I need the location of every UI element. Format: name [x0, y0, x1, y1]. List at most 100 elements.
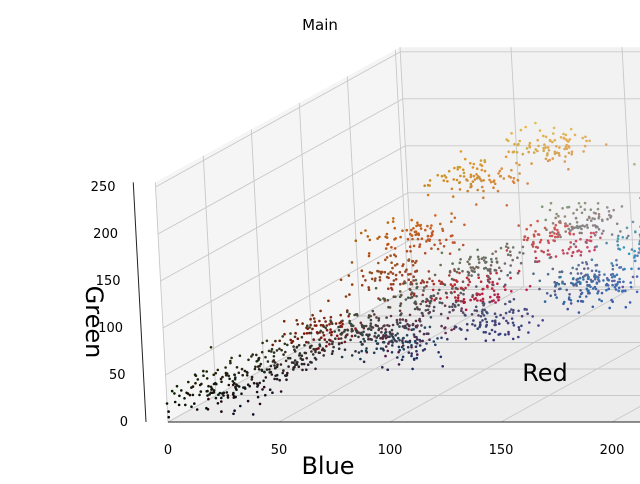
data-point [278, 340, 281, 343]
data-point [474, 324, 477, 327]
data-point [340, 279, 343, 282]
data-point [510, 308, 513, 311]
data-point [619, 230, 622, 233]
data-point [349, 339, 352, 342]
data-point [340, 337, 343, 340]
data-point [479, 321, 482, 324]
data-point [440, 337, 443, 340]
data-point [412, 324, 415, 327]
data-point [220, 400, 223, 403]
data-point [452, 178, 455, 181]
data-point [512, 338, 515, 341]
data-point [421, 237, 424, 240]
data-point [305, 352, 308, 355]
data-point [598, 274, 601, 277]
data-point [236, 366, 239, 369]
x-tick-label: 200 [600, 443, 625, 458]
data-point [434, 274, 437, 277]
data-point [518, 251, 521, 254]
data-point [457, 304, 460, 307]
data-point [396, 321, 399, 324]
data-point [325, 327, 328, 330]
data-point [429, 326, 432, 329]
data-point [448, 311, 451, 314]
data-point [493, 293, 496, 296]
data-point [207, 398, 210, 401]
data-point [543, 143, 546, 146]
data-point [329, 331, 332, 334]
data-point [382, 325, 385, 328]
y-tick-label: 50 [109, 368, 126, 383]
data-point [494, 319, 497, 322]
data-point [412, 328, 415, 331]
data-point [285, 360, 288, 363]
data-point [454, 325, 457, 328]
data-point [407, 328, 410, 331]
data-point [595, 231, 598, 234]
data-point [255, 354, 258, 357]
data-point [632, 221, 635, 224]
data-point [247, 400, 250, 403]
data-point [562, 252, 565, 255]
data-point [309, 346, 312, 349]
data-point [504, 333, 507, 336]
data-point [557, 233, 560, 236]
data-point [217, 369, 220, 372]
data-point [301, 363, 304, 366]
data-point [569, 223, 572, 226]
data-point [410, 219, 413, 222]
data-point [377, 262, 380, 265]
data-point [465, 309, 468, 312]
data-point [488, 301, 491, 304]
data-point [294, 359, 297, 362]
data-point [328, 343, 331, 346]
data-point [601, 292, 604, 295]
data-point [348, 274, 351, 277]
data-point [513, 298, 516, 301]
data-point [608, 210, 611, 213]
data-point [494, 183, 497, 186]
data-point [273, 355, 276, 358]
data-point [390, 283, 393, 286]
data-point [582, 278, 585, 281]
data-point [396, 356, 399, 359]
data-point [575, 245, 578, 248]
data-point [496, 261, 499, 264]
data-point [232, 392, 235, 395]
data-point [372, 310, 375, 313]
data-point [322, 331, 325, 334]
data-point [409, 289, 412, 292]
data-point [329, 319, 332, 322]
data-point [420, 227, 423, 230]
data-point [569, 241, 572, 244]
data-point [427, 309, 430, 312]
data-point [348, 313, 351, 316]
data-point [576, 250, 579, 253]
data-point [240, 392, 243, 395]
data-point [483, 267, 486, 270]
data-point [407, 259, 410, 262]
data-point [284, 351, 287, 354]
data-point [373, 352, 376, 355]
data-point [534, 148, 537, 151]
data-point [537, 324, 540, 327]
data-point [547, 160, 550, 163]
data-point [254, 368, 257, 371]
data-point [414, 262, 417, 265]
data-point [469, 281, 472, 284]
data-point [421, 312, 424, 315]
data-point [539, 129, 542, 132]
data-point [189, 394, 192, 397]
data-point [547, 273, 550, 276]
data-point [508, 300, 511, 303]
data-point [376, 270, 379, 273]
data-point [580, 254, 583, 257]
data-point [385, 316, 388, 319]
data-point [412, 264, 415, 267]
data-point [393, 227, 396, 230]
data-point [389, 254, 392, 257]
data-point [570, 299, 573, 302]
data-point [596, 226, 599, 229]
data-point [223, 392, 226, 395]
data-point [616, 283, 619, 286]
